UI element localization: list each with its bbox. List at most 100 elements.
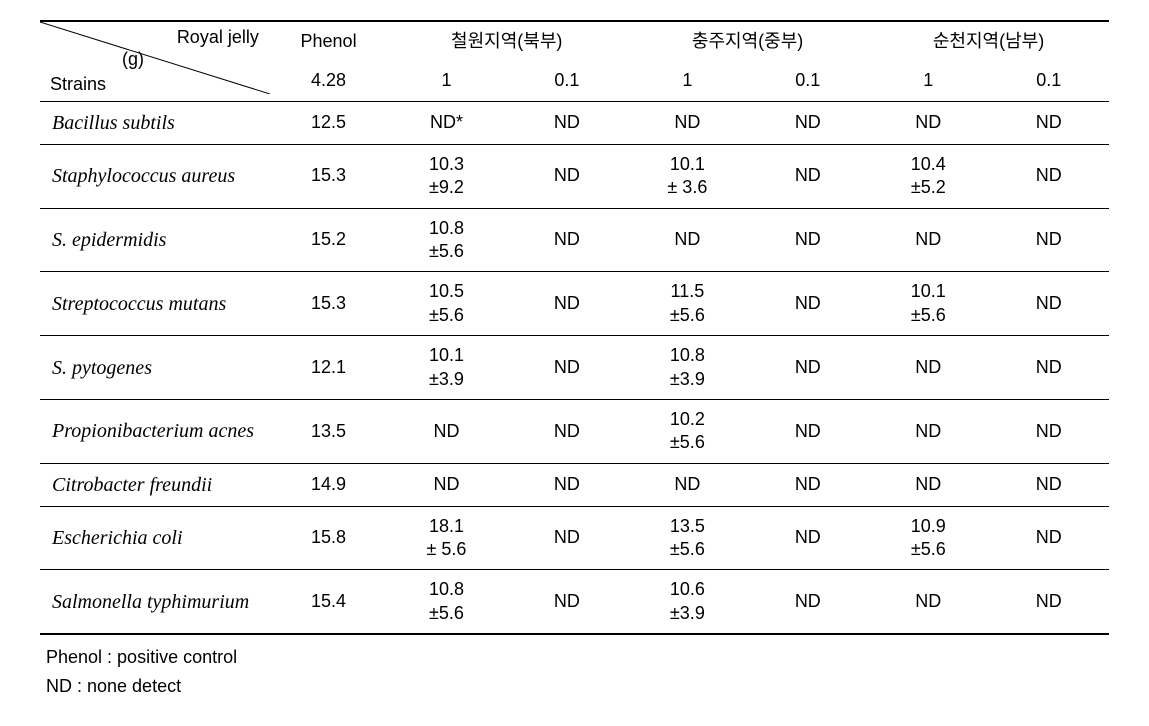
data-cell: 10.8±5.6 [386,208,506,272]
data-cell: 10.8±3.9 [627,336,747,400]
data-cell: 15.3 [271,144,386,208]
data-cell: ND [988,336,1109,400]
data-cell: ND [748,463,868,506]
data-cell: 10.4±5.2 [868,144,988,208]
strain-name: Salmonella typhimurium [40,570,271,634]
data-cell: 15.4 [271,570,386,634]
data-cell: ND [868,101,988,144]
footnote-2: ND : none detect [46,676,1109,697]
data-cell: ND [988,463,1109,506]
strain-name: Propionibacterium acnes [40,399,271,463]
data-cell: ND [507,272,627,336]
data-cell: ND [507,336,627,400]
header-royal-jelly: Royal jelly [177,26,259,49]
data-cell: 10.3±9.2 [386,144,506,208]
data-cell: ND [507,101,627,144]
data-cell: ND [988,506,1109,570]
data-cell: ND [507,144,627,208]
header-phenol: Phenol [271,21,386,61]
data-cell: 10.6±3.9 [627,570,747,634]
data-cell: ND [627,101,747,144]
data-cell: ND [868,570,988,634]
data-cell: 10.1± 3.6 [627,144,747,208]
strain-name: Bacillus subtils [40,101,271,144]
strain-name: Citrobacter freundii [40,463,271,506]
data-cell: ND [988,101,1109,144]
header-sub-4: 1 [868,61,988,101]
data-cell: ND [627,463,747,506]
data-cell: ND [988,144,1109,208]
data-cell: ND [868,208,988,272]
data-cell: 10.9±5.6 [868,506,988,570]
header-region-1: 충주지역(중부) [627,21,868,61]
strain-name: Streptococcus mutans [40,272,271,336]
header-strains: Strains [50,73,106,96]
data-cell: ND [627,208,747,272]
table-row: Bacillus subtils12.5ND*NDNDNDNDND [40,101,1109,144]
data-cell: 13.5±5.6 [627,506,747,570]
data-cell: ND [748,336,868,400]
strain-name: S. pytogenes [40,336,271,400]
data-cell: ND [386,463,506,506]
data-cell: 15.3 [271,272,386,336]
data-cell: 10.8±5.6 [386,570,506,634]
data-cell: 10.1±3.9 [386,336,506,400]
header-region-0: 철원지역(북부) [386,21,627,61]
data-cell: ND [748,399,868,463]
data-cell: ND [507,506,627,570]
table-row: Staphylococcus aureus15.310.3±9.2ND10.1±… [40,144,1109,208]
data-cell: ND [748,101,868,144]
footnote-1: Phenol : positive control [46,647,1109,668]
header-region-2: 순천지역(남부) [868,21,1109,61]
data-cell: ND [868,336,988,400]
data-cell: ND [507,399,627,463]
data-cell: 14.9 [271,463,386,506]
data-cell: ND [748,570,868,634]
data-cell: 12.5 [271,101,386,144]
data-cell: ND [988,399,1109,463]
data-cell: 15.8 [271,506,386,570]
table-row: Propionibacterium acnes13.5NDND10.2±5.6N… [40,399,1109,463]
data-cell: ND [507,463,627,506]
data-cell: ND [988,272,1109,336]
table-row: Escherichia coli15.818.1± 5.6ND13.5±5.6N… [40,506,1109,570]
data-cell: ND [748,272,868,336]
data-cell: ND [868,463,988,506]
header-phenol-val: 4.28 [271,61,386,101]
header-sub-5: 0.1 [988,61,1109,101]
header-g: (g) [122,48,144,71]
data-cell: ND [748,506,868,570]
data-cell: 10.5±5.6 [386,272,506,336]
data-table: Royal jelly (g) Strains Phenol 철원지역(북부) … [40,20,1109,635]
data-cell: 18.1± 5.6 [386,506,506,570]
header-sub-1: 0.1 [507,61,627,101]
data-cell: ND [507,208,627,272]
data-cell: ND [507,570,627,634]
data-cell: 10.1±5.6 [868,272,988,336]
data-cell: 15.2 [271,208,386,272]
table-row: S. epidermidis15.210.8±5.6NDNDNDNDND [40,208,1109,272]
data-cell: ND* [386,101,506,144]
strain-name: S. epidermidis [40,208,271,272]
table-row: Salmonella typhimurium15.410.8±5.6ND10.6… [40,570,1109,634]
strain-name: Staphylococcus aureus [40,144,271,208]
data-cell: 12.1 [271,336,386,400]
data-cell: ND [988,570,1109,634]
footnotes: Phenol : positive control ND : none dete… [40,647,1109,697]
table-row: Citrobacter freundii14.9NDNDNDNDNDND [40,463,1109,506]
data-cell: ND [386,399,506,463]
header-sub-3: 0.1 [748,61,868,101]
data-cell: ND [868,399,988,463]
header-sub-2: 1 [627,61,747,101]
data-cell: 10.2±5.6 [627,399,747,463]
strain-name: Escherichia coli [40,506,271,570]
table-row: Streptococcus mutans15.310.5±5.6ND11.5±5… [40,272,1109,336]
data-cell: ND [748,208,868,272]
data-cell: ND [748,144,868,208]
header-sub-0: 1 [386,61,506,101]
data-cell: 13.5 [271,399,386,463]
table-row: S. pytogenes12.110.1±3.9ND10.8±3.9NDNDND [40,336,1109,400]
header-corner: Royal jelly (g) Strains [40,21,271,101]
data-cell: ND [988,208,1109,272]
data-cell: 11.5±5.6 [627,272,747,336]
